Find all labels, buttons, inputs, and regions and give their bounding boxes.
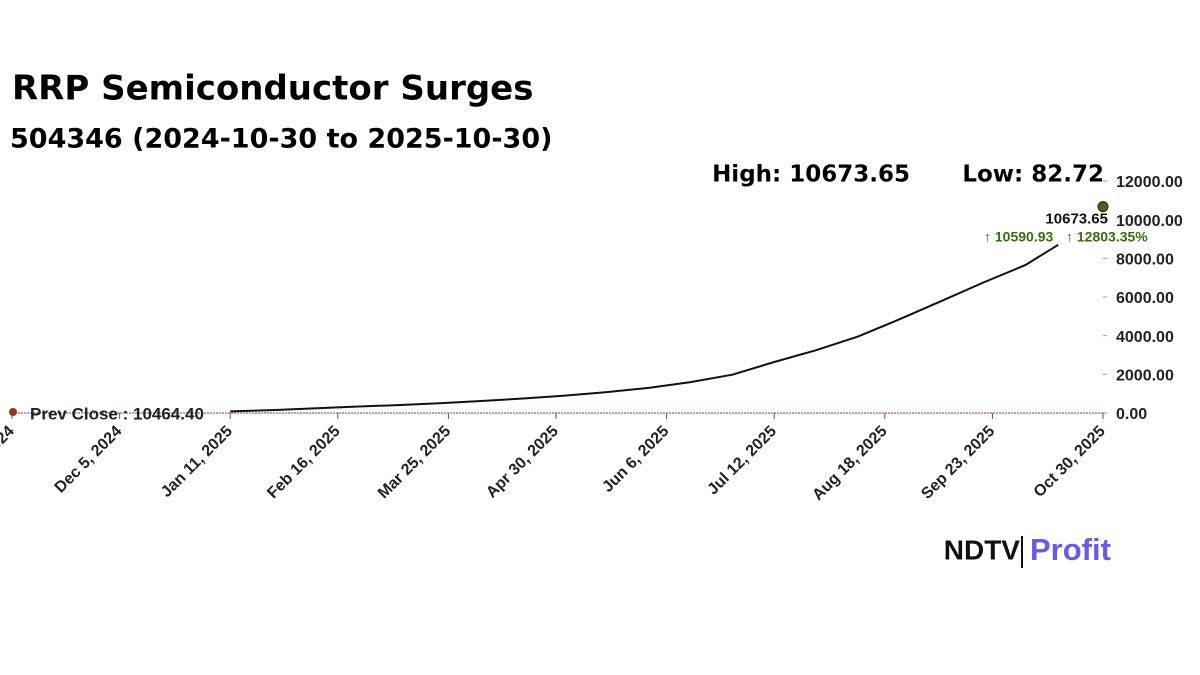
x-tick-label: Dec 5, 2024	[52, 423, 126, 497]
y-tick-label: 10000.00	[1116, 213, 1183, 230]
chart-subtitle: 504346 (2024-10-30 to 2025-10-30)	[10, 124, 552, 155]
x-tick-label: Aug 18, 2025	[809, 423, 890, 504]
high-point	[1097, 201, 1109, 213]
x-tick-label: Feb 16, 2025	[264, 423, 343, 502]
high-label: High: 10673.65	[712, 162, 910, 188]
y-tick-label: 4000.00	[1116, 329, 1174, 346]
x-tick-label: Oct 30, 2025	[1031, 423, 1109, 501]
x-tick-label: Mar 25, 2025	[375, 423, 454, 502]
low-label: Low: 82.72	[962, 162, 1104, 188]
y-tick-label: 12000.00	[1116, 174, 1183, 191]
price-line	[230, 243, 1059, 413]
y-tick-label: 6000.00	[1116, 290, 1174, 307]
x-tick-label: Jan 11, 2025	[158, 423, 236, 501]
x-tick-label: Sep 23, 2025	[918, 423, 998, 503]
logo-brand: NDTV	[944, 534, 1021, 565]
y-tick-label: 2000.00	[1116, 368, 1174, 385]
chart-title: RRP Semiconductor Surges	[12, 69, 533, 109]
high-change: ↑ 10590.93	[984, 228, 1053, 244]
high-point-label: 10673.65	[1045, 211, 1108, 228]
x-tick-label: Oct 30, 2024	[0, 423, 18, 501]
y-tick-label: 8000.00	[1116, 252, 1174, 269]
prev-close-dot	[9, 408, 17, 416]
logo-product: Profit	[1030, 532, 1111, 567]
x-tick-label: Jul 12, 2025	[704, 423, 780, 499]
high-change-pct: ↑ 12803.35%	[1066, 228, 1148, 244]
prev-close-label: Prev Close : 10464.40	[30, 404, 204, 423]
x-tick-label: Apr 30, 2025	[483, 423, 562, 502]
y-tick-label: 0.00	[1116, 406, 1147, 423]
x-tick-label: Jun 6, 2025	[599, 423, 672, 496]
